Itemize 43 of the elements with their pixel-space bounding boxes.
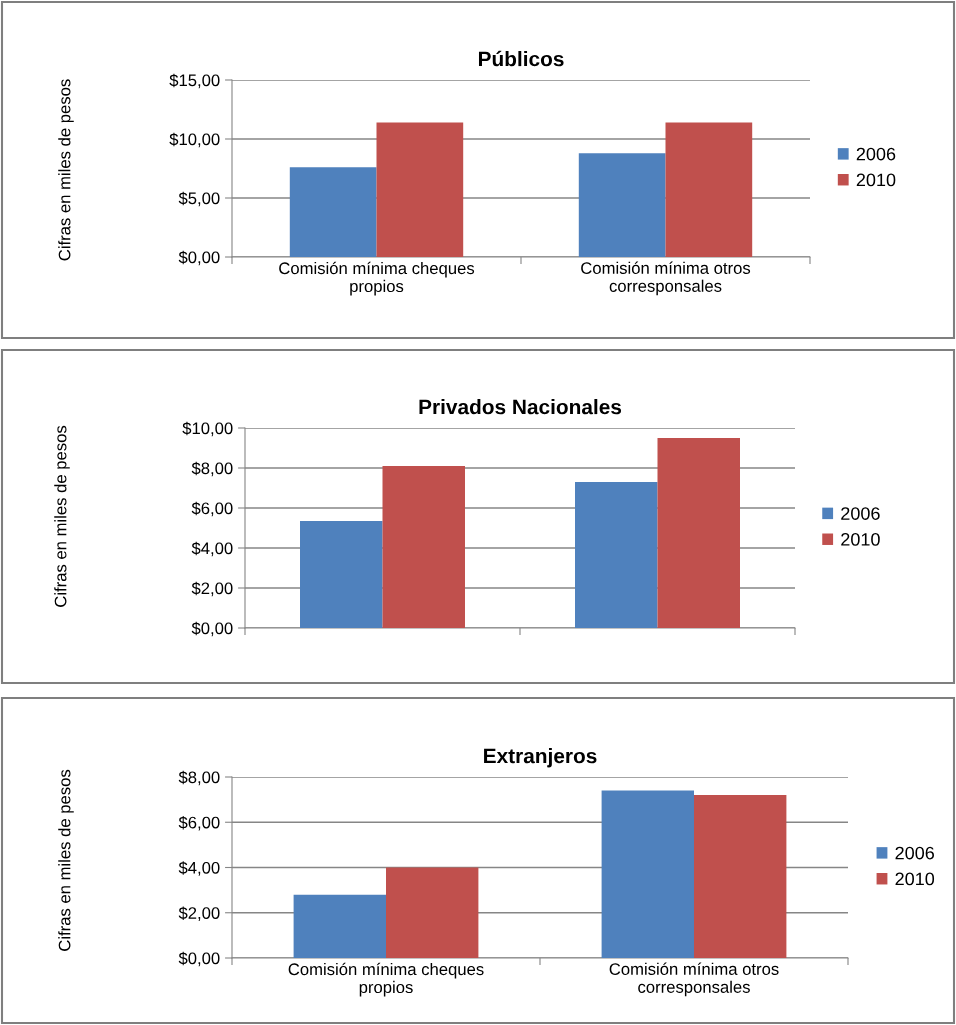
bar	[382, 466, 465, 628]
legend-label: 2006	[841, 507, 880, 520]
bar	[694, 795, 787, 958]
y-tick-label: $5,00	[178, 191, 220, 207]
y-tick-label: $15,00	[169, 73, 220, 89]
y-axis-title: Cifras en miles de pesos	[58, 79, 74, 261]
y-tick-label: $0,00	[178, 951, 220, 967]
chart-title: Extranjeros	[484, 748, 597, 768]
bar	[575, 482, 658, 628]
y-tick-label: $6,00	[191, 501, 233, 517]
x-tick-label: Comisión mínima otros corresponsales	[581, 261, 751, 296]
bar	[665, 122, 753, 257]
x-tick-label: Comisión mínima cheques propios	[279, 261, 475, 296]
y-tick-label: $0,00	[191, 621, 233, 637]
y-tick-label: $10,00	[182, 421, 233, 437]
bar	[578, 153, 666, 257]
y-tick-label: $2,00	[191, 581, 233, 597]
y-axis-title: Cifras en miles de pesos	[54, 425, 70, 607]
y-tick-label: $2,00	[178, 906, 220, 921]
y-tick-label: $8,00	[178, 770, 220, 786]
legend-label: 2006	[856, 147, 896, 161]
x-tick-label: Comisión mínima otros corresponsales	[609, 962, 779, 997]
bar	[601, 790, 694, 958]
bar	[289, 167, 377, 257]
y-tick-label: $10,00	[169, 132, 220, 148]
bar	[376, 122, 464, 257]
legend-label: 2006	[895, 846, 934, 860]
y-axis-title: Cifras en miles de pesos	[58, 769, 74, 951]
bar	[293, 894, 386, 958]
y-tick-label: $0,00	[178, 250, 220, 266]
legend-label: 2010	[841, 532, 880, 546]
chart-title: Públicos	[478, 50, 564, 67]
x-tick-label: Comisión mínima cheques propios	[288, 962, 484, 997]
y-tick-label: $8,00	[191, 461, 233, 477]
y-tick-label: $4,00	[178, 861, 220, 876]
chart-title: Privados Nacionales	[419, 399, 622, 415]
bar	[657, 438, 740, 628]
bar	[300, 521, 383, 628]
y-tick-label: $4,00	[191, 541, 233, 557]
bar	[386, 867, 479, 958]
legend-label: 2010	[895, 872, 935, 886]
legend-label: 2010	[856, 173, 896, 187]
y-tick-label: $6,00	[178, 815, 220, 831]
